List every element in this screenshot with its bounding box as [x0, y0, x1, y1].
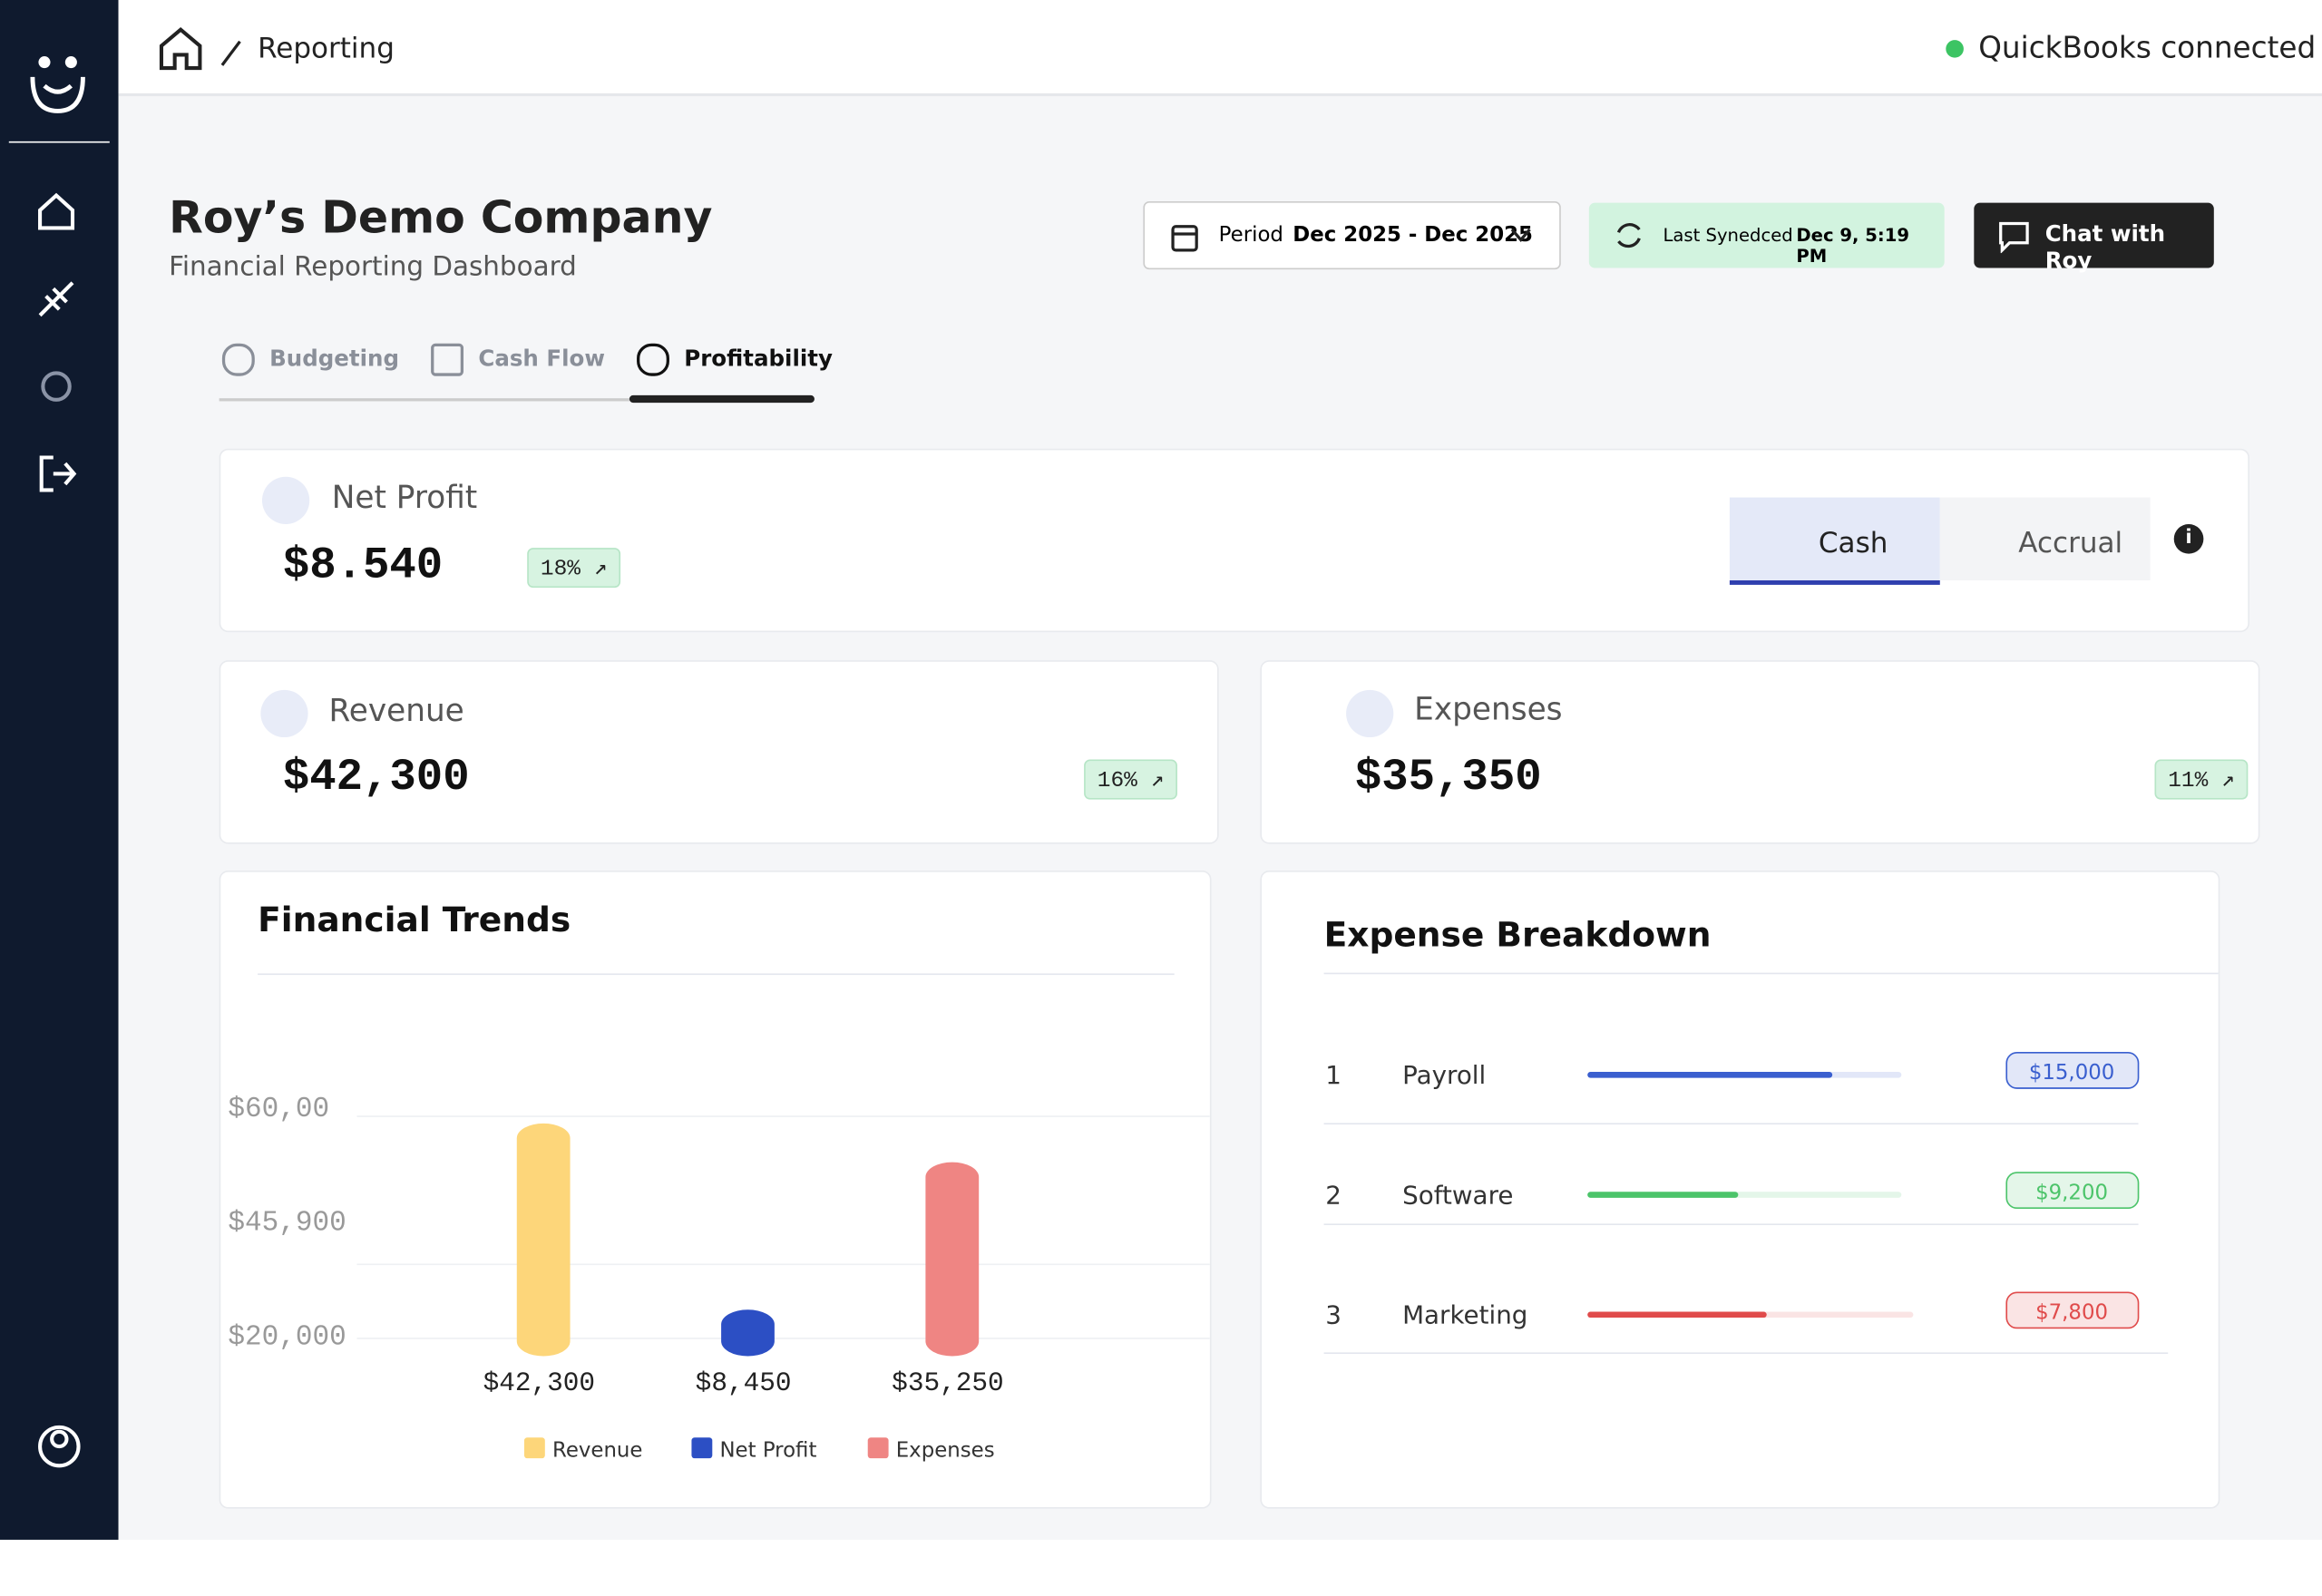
y-tick-label: $60,00	[228, 1094, 329, 1125]
legend-label: Revenue	[552, 1439, 642, 1463]
company-name: Roy’s Demo Company	[169, 192, 713, 245]
amount-pill	[2005, 1291, 2140, 1329]
rank: 2	[1325, 1180, 1341, 1210]
nav-logout[interactable]	[39, 455, 77, 492]
expenses-amount: $35,350	[1354, 754, 1542, 804]
nav-settings[interactable]	[41, 371, 72, 402]
revenue-title: Revenue	[328, 693, 464, 729]
revenue-card: Revenue $42,300 16% ↗	[219, 660, 1219, 844]
company-subtitle: Financial Reporting Dashboard	[169, 251, 577, 283]
change-text: 11%	[2168, 768, 2209, 794]
rank: 3	[1325, 1300, 1341, 1330]
value-label: $8,450	[696, 1368, 792, 1398]
chat-button[interactable]: Chat with Roy	[1974, 202, 2214, 274]
rank: 1	[1325, 1060, 1341, 1090]
amount-pill	[2005, 1172, 2140, 1210]
net-profit-amount: $8.540	[282, 541, 444, 593]
sidebar-icons	[8, 56, 110, 1468]
nav-home[interactable]	[38, 192, 75, 230]
expenses-card: Expenses $35,350 11% ↗	[1260, 660, 2260, 844]
net-profit-title: Net Profit	[331, 479, 478, 516]
tab[interactable]: Cash Flow	[478, 345, 605, 372]
chat-label: Chat with Roy	[2044, 220, 2166, 275]
share-bar	[1587, 1192, 1739, 1198]
tab-icon	[431, 343, 464, 376]
home-icon[interactable]	[157, 26, 246, 73]
mode-accrual[interactable]: Accrual	[1939, 497, 2151, 580]
breakdown-title: Expense Breakdown	[1323, 916, 1712, 956]
item-name: Software	[1402, 1180, 1513, 1210]
legend-swatch	[523, 1437, 545, 1459]
y-tick-label: $20,000	[228, 1321, 346, 1353]
mode-cash[interactable]: Cash	[1729, 497, 1940, 585]
period-value: Dec 2025 - Dec 2025	[1293, 223, 1533, 248]
tab[interactable]: Budgeting	[269, 345, 399, 372]
trends-card: Financial Trends $60,00 $45,900 $20,000 $42…	[219, 870, 1212, 1509]
chat-icon	[1999, 221, 2029, 254]
value-label: $35,250	[892, 1368, 1003, 1398]
legend-label: Net Profit	[719, 1439, 816, 1463]
calendar-icon	[1171, 225, 1198, 252]
revenue-icon	[260, 689, 308, 738]
revenue-amount: $42,300	[282, 754, 470, 804]
share-bar	[1587, 1072, 1833, 1078]
amount-pill	[2005, 1051, 2140, 1089]
breakdown-card: Expense Breakdown 1 Payroll $15,000 2 Softwa…	[1260, 870, 2220, 1509]
bar	[516, 1123, 571, 1357]
bar	[721, 1309, 775, 1357]
mode-label: Accrual	[2018, 527, 2123, 560]
sync-label: Last Synedced	[1663, 225, 1793, 247]
tab-icon	[221, 343, 255, 376]
tab-icon	[637, 343, 669, 376]
change-text: 16%	[1097, 768, 1137, 794]
value-label: $42,300	[483, 1368, 595, 1398]
expenses-title: Expenses	[1414, 691, 1563, 727]
period-select[interactable]: Period Dec 2025 - Dec 2025	[1143, 201, 1561, 270]
info-icon[interactable]: i	[2173, 523, 2204, 554]
legend-swatch	[867, 1437, 889, 1459]
net-profit-change: 18% ↗	[527, 548, 621, 589]
chart-title: Financial Trends	[258, 900, 571, 939]
sync-status[interactable]: Last Synedced Dec 9, 5:19 PM	[1588, 202, 1945, 268]
bar	[925, 1162, 980, 1357]
tab[interactable]: Profitability	[684, 345, 833, 372]
expenses-change: 11% ↗	[2154, 759, 2249, 800]
sync-icon	[1616, 223, 1641, 248]
amount: $7,800	[2035, 1301, 2108, 1325]
legend-label: Expenses	[896, 1439, 995, 1463]
tab-rule	[219, 398, 629, 402]
tab-active-bar	[629, 394, 815, 404]
nav-profile[interactable]	[38, 1425, 81, 1468]
share-bar	[1587, 1311, 1767, 1319]
change-text: 18%	[540, 556, 581, 582]
chart: Financial Trends $60,00 $45,900 $20,000 $42…	[228, 900, 1210, 1463]
y-tick-label: $45,900	[228, 1208, 346, 1240]
breadcrumb: Reporting	[258, 32, 395, 65]
item-name: Marketing	[1402, 1300, 1527, 1330]
legend-swatch	[691, 1437, 713, 1459]
amount: $9,200	[2035, 1181, 2108, 1204]
expenses-icon	[1346, 689, 1394, 738]
revenue-change: 16% ↗	[1084, 759, 1178, 800]
sync-value: Dec 9, 5:19 PM	[1796, 225, 1910, 267]
mode-label: Cash	[1818, 527, 1888, 560]
chevron	[1510, 228, 1531, 242]
net-profit-icon	[261, 476, 310, 524]
nav-integrations[interactable]	[38, 281, 74, 317]
title-rule	[1323, 972, 2219, 975]
item-name: Payroll	[1402, 1060, 1486, 1090]
sidebar	[0, 0, 119, 1540]
status-dot	[1946, 40, 1964, 58]
amount: $15,000	[2029, 1061, 2114, 1085]
net-profit-card: Net Profit $8.540 18% ↗ Cash Accrual i	[219, 448, 2249, 633]
status: QuickBooks connected	[1978, 29, 2317, 65]
period-label: Period	[1218, 223, 1283, 248]
breakdown-list: 1 Payroll $15,000 2 Software $9,200 3 Marketing…	[1323, 1051, 2169, 1355]
